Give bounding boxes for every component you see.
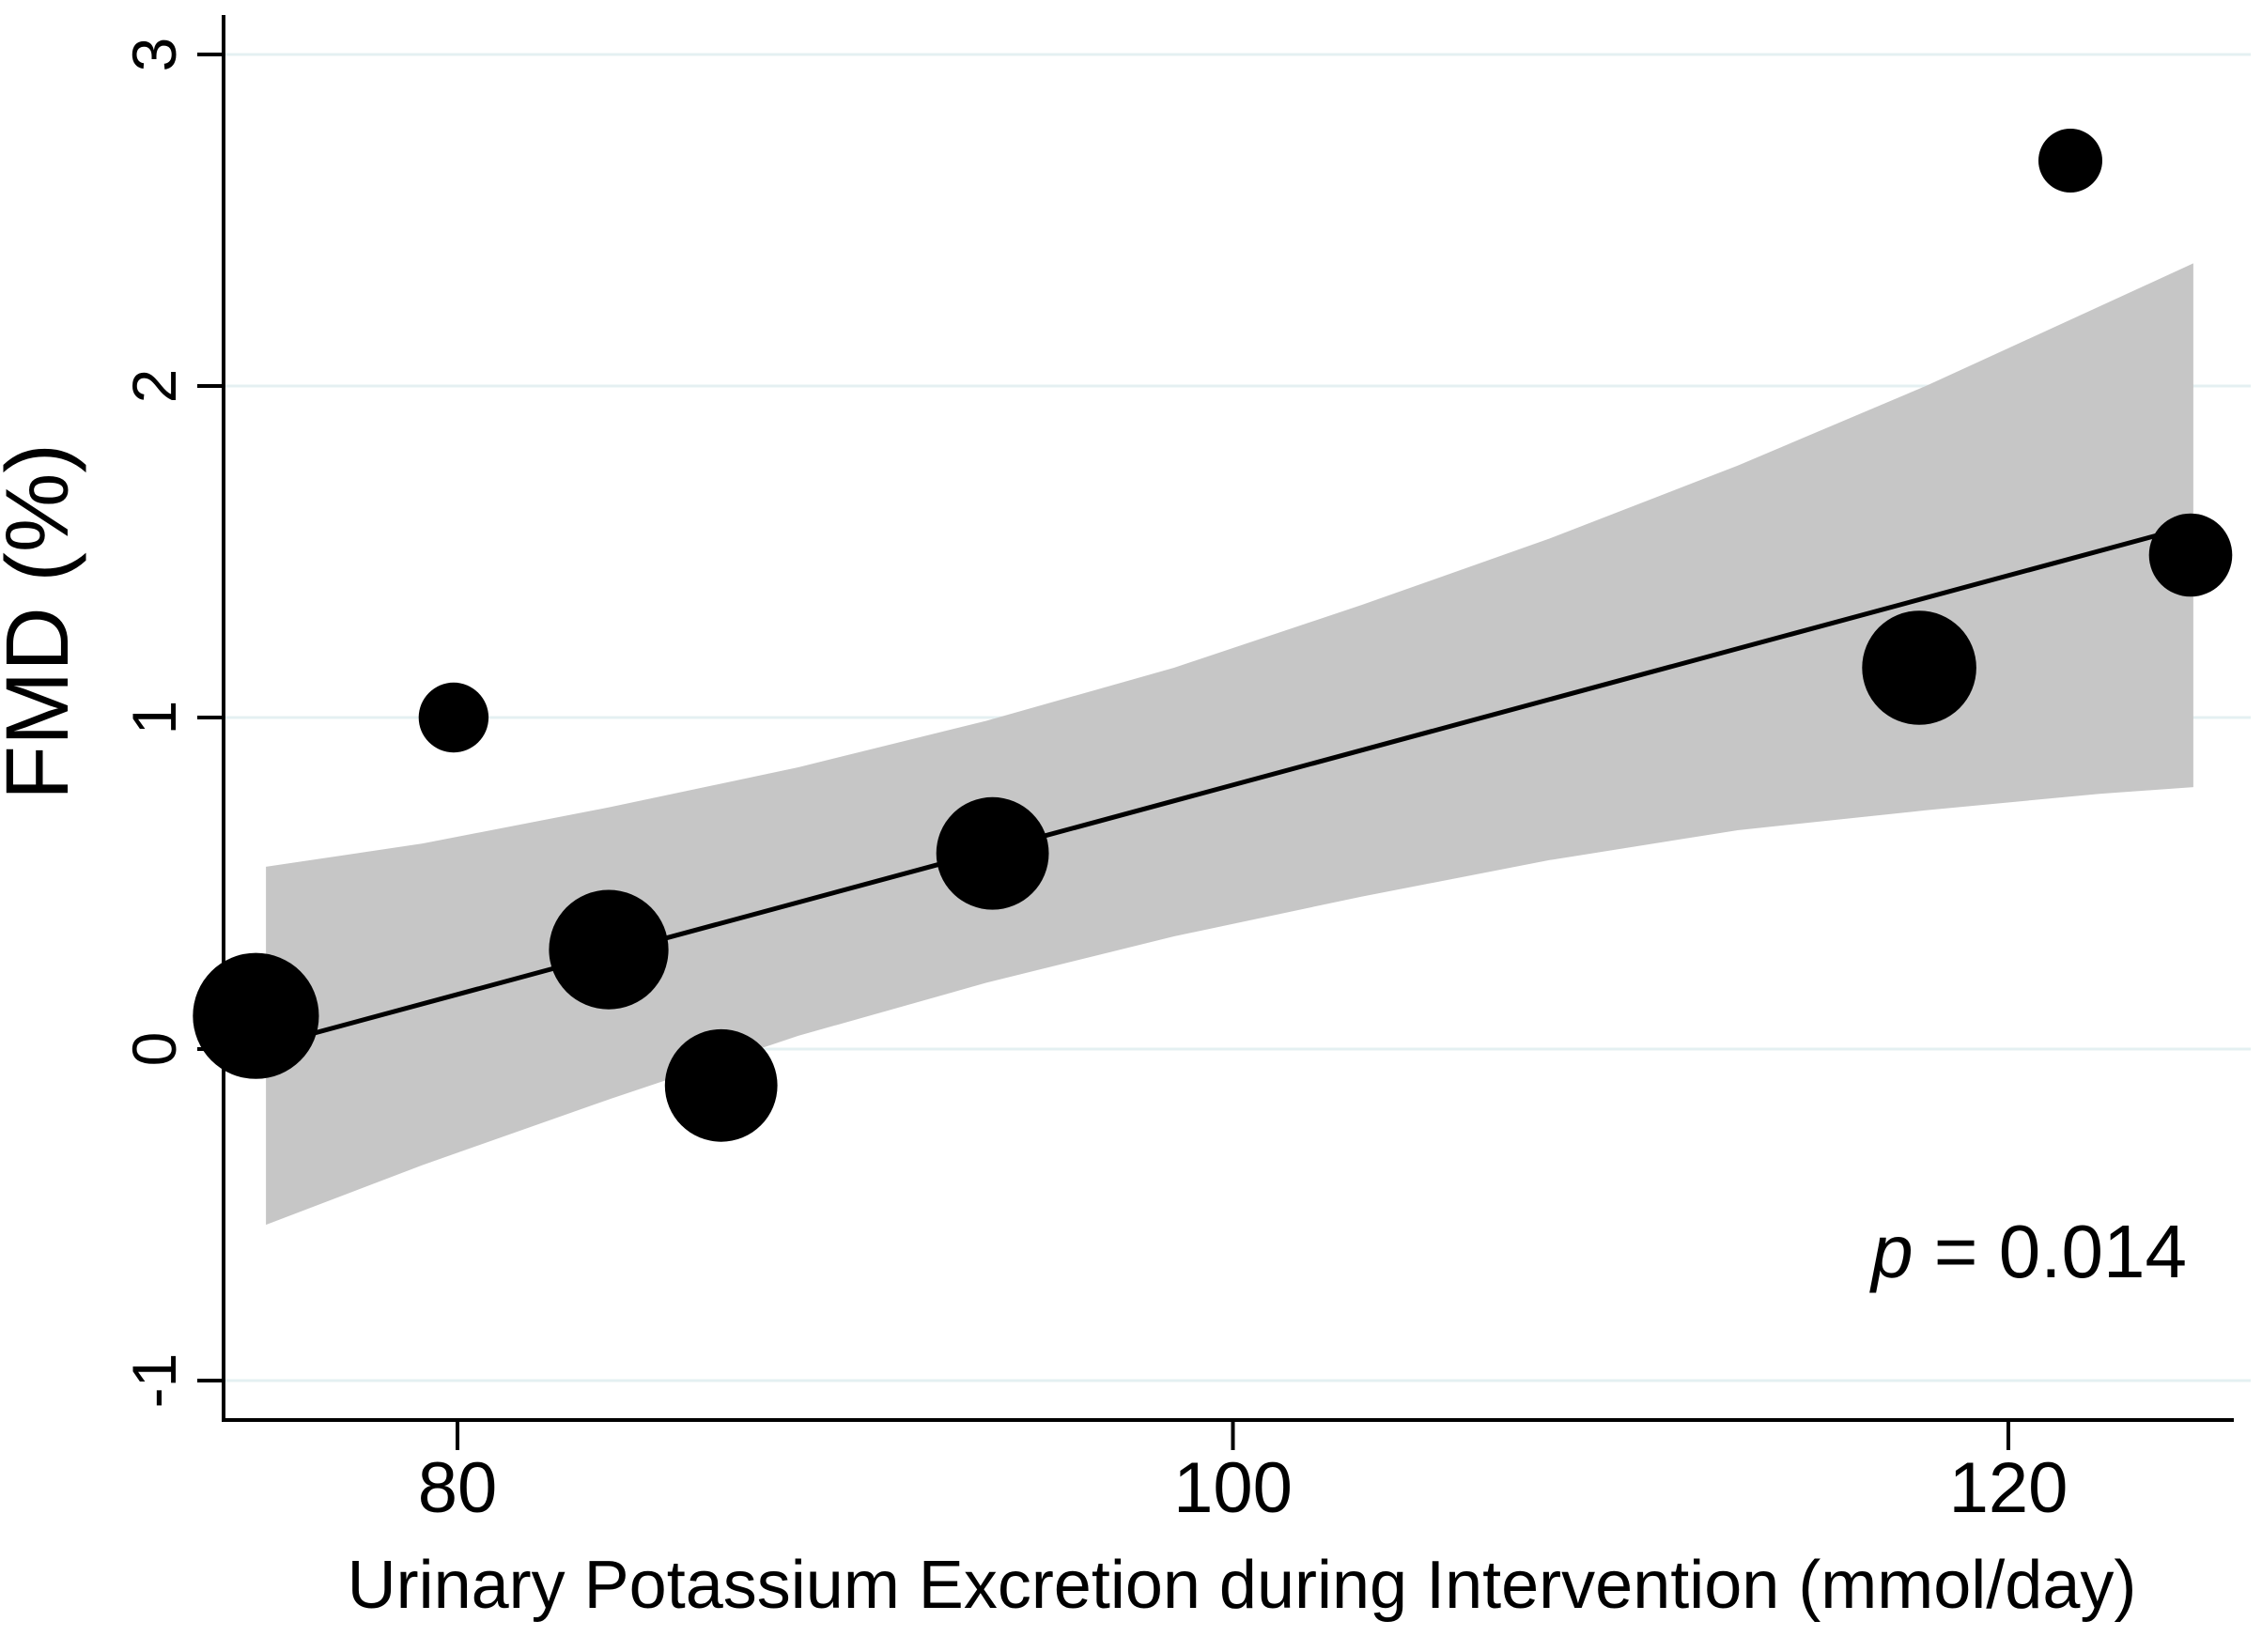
data-point-1: [193, 952, 319, 1079]
data-point-8: [2148, 513, 2233, 597]
y-tick-label-1: 1: [119, 701, 189, 735]
data-point-layer: [193, 129, 2233, 1142]
x-tick-label-100: 100: [1173, 1448, 1293, 1528]
x-tick-label-120: 120: [1949, 1448, 2068, 1528]
data-point-4: [664, 1028, 778, 1142]
data-point-7: [2038, 129, 2102, 193]
y-axis-title: FMD (%): [0, 443, 87, 800]
y-tick-label-2: 2: [119, 369, 189, 404]
p-value-annotation: p = 0.014: [1869, 1210, 2187, 1293]
y-tick-label-3: 3: [119, 38, 189, 72]
data-point-3: [549, 889, 669, 1010]
p-value-symbol: p: [1869, 1210, 1913, 1293]
p-value-text: = 0.014: [1913, 1210, 2187, 1293]
tick-label-layer: 3 2 1 0 -1 80 100 120: [119, 38, 2068, 1528]
data-point-5: [936, 796, 1049, 910]
data-point-6: [1862, 610, 1976, 725]
x-axis-title: Urinary Potassium Excretion during Inter…: [348, 1548, 2137, 1623]
data-point-2: [418, 682, 489, 753]
y-tick-label-0: 0: [119, 1032, 189, 1067]
x-tick-label-80: 80: [418, 1448, 498, 1528]
confidence-band: [266, 263, 2193, 1226]
confidence-band-layer: [266, 263, 2193, 1226]
axis-layer: [197, 15, 2234, 1450]
y-tick-label--1: -1: [119, 1353, 189, 1409]
